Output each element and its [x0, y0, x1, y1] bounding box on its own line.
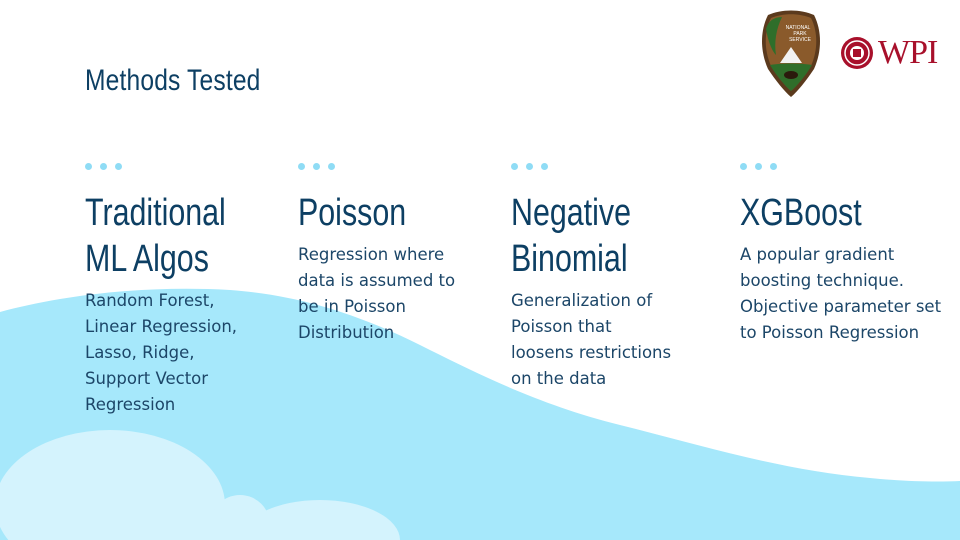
column-body: Regression where data is assumed to be i…	[298, 245, 456, 342]
column-dots	[298, 163, 498, 170]
column-heading: XGBoost	[740, 192, 862, 234]
column-dots	[511, 163, 711, 170]
column-traditional-ml: Traditional ML Algos Random Forest, Line…	[85, 163, 285, 418]
column-heading: Negative Binomial	[511, 192, 631, 280]
column-body: Random Forest, Linear Regression, Lasso,…	[85, 291, 238, 414]
svg-text:PARK: PARK	[793, 31, 807, 37]
nps-arrowhead-icon: NATIONAL PARK SERVICE	[762, 10, 820, 97]
column-body: Generalization of Poisson that loosens r…	[511, 291, 672, 388]
wpi-seal-icon	[841, 37, 873, 69]
column-dots	[85, 163, 285, 170]
column-dots	[740, 163, 955, 170]
column-xgboost: XGBoost A popular gradient boosting tech…	[740, 163, 955, 346]
column-poisson: Poisson Regression where data is assumed…	[298, 163, 498, 346]
column-heading: Poisson	[298, 192, 407, 234]
wpi-wordmark: WPI	[878, 34, 938, 71]
svg-text:NATIONAL: NATIONAL	[786, 25, 811, 31]
column-heading: Traditional ML Algos	[85, 192, 226, 280]
svg-text:SERVICE: SERVICE	[789, 37, 812, 43]
slide-title: Methods Tested	[85, 64, 261, 97]
wpi-logo: WPI	[840, 34, 938, 72]
column-body: A popular gradient boosting technique. O…	[740, 245, 942, 342]
column-negative-binomial: Negative Binomial Generalization of Pois…	[511, 163, 711, 392]
